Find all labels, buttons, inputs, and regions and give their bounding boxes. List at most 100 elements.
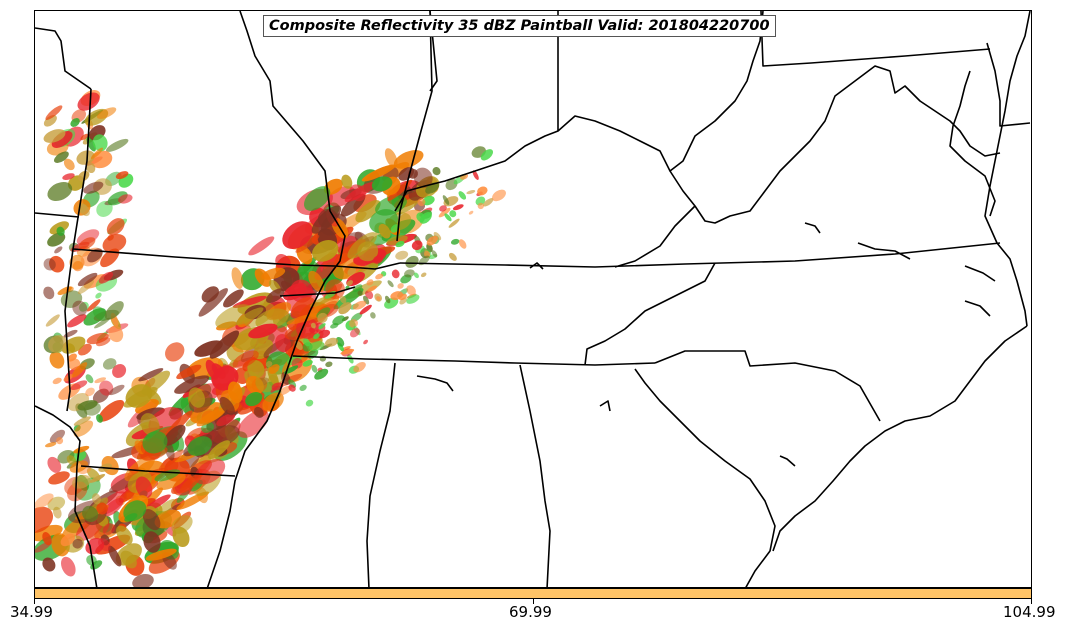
- reflectivity-blob: [448, 252, 457, 261]
- reflectivity-blob: [330, 323, 339, 329]
- coastline: [772, 325, 1028, 552]
- lake-outline: [964, 265, 996, 282]
- reflectivity-blob: [85, 387, 95, 397]
- reflectivity-blob: [413, 272, 419, 279]
- reflectivity-blob: [265, 361, 273, 368]
- reflectivity-blob: [261, 267, 286, 280]
- reflectivity-blob: [458, 239, 467, 249]
- state-boundary-line: [669, 65, 1001, 224]
- state-boundary-line: [760, 11, 991, 67]
- reflectivity-blob: [367, 285, 378, 292]
- reflectivity-paintball-layer: [35, 90, 506, 587]
- reflectivity-blob: [309, 341, 325, 352]
- reflectivity-blob: [288, 384, 296, 392]
- reflectivity-blob: [138, 368, 164, 382]
- reflectivity-blob: [196, 407, 227, 427]
- reflectivity-blob: [355, 200, 381, 223]
- reflectivity-blob: [303, 338, 311, 347]
- reflectivity-blob: [339, 295, 347, 304]
- reflectivity-blob: [452, 204, 464, 211]
- reflectivity-blob: [395, 250, 409, 260]
- reflectivity-blob: [333, 288, 364, 310]
- reflectivity-blob: [100, 248, 120, 268]
- reflectivity-blob: [444, 213, 452, 222]
- reflectivity-blob: [431, 250, 438, 258]
- state-boundary-line: [614, 205, 696, 268]
- reflectivity-blob: [123, 386, 158, 408]
- reflectivity-blob: [132, 573, 154, 587]
- colorbar-tick-label-max: 104.99: [1003, 603, 1056, 621]
- reflectivity-blob: [347, 267, 357, 276]
- reflectivity-blob: [43, 258, 56, 271]
- reflectivity-blob: [102, 358, 117, 370]
- reflectivity-blob: [384, 148, 398, 168]
- reflectivity-blob: [372, 255, 384, 264]
- reflectivity-blob: [391, 269, 400, 279]
- reflectivity-blob: [340, 348, 355, 355]
- reflectivity-blob: [69, 254, 85, 270]
- reflectivity-blob: [108, 545, 122, 567]
- reflectivity-blob: [176, 491, 209, 510]
- state-boundary-line: [654, 350, 881, 422]
- coastline: [984, 11, 1031, 327]
- reflectivity-blob: [145, 548, 177, 561]
- reflectivity-blob: [312, 240, 339, 262]
- reflectivity-blob: [216, 413, 236, 427]
- reflectivity-blob: [78, 237, 96, 250]
- reflectivity-blob: [262, 392, 284, 412]
- reflectivity-blob: [299, 384, 307, 391]
- lake-outline: [779, 455, 796, 467]
- reflectivity-blob: [66, 343, 76, 353]
- reflectivity-blob: [232, 350, 259, 369]
- reflectivity-blob: [397, 283, 404, 289]
- lake-outline: [857, 242, 911, 260]
- reflectivity-blob: [47, 232, 66, 247]
- reflectivity-blob: [305, 399, 314, 407]
- reflectivity-blob: [492, 189, 506, 202]
- reflectivity-blob: [468, 210, 474, 215]
- reflectivity-blob: [309, 327, 316, 334]
- reflectivity-blob: [426, 235, 438, 246]
- reflectivity-blob: [116, 525, 133, 545]
- reflectivity-blob: [176, 364, 202, 380]
- reflectivity-blob: [483, 198, 494, 207]
- reflectivity-blob: [448, 218, 460, 228]
- reflectivity-blob: [311, 205, 342, 234]
- reflectivity-blob: [48, 335, 68, 353]
- state-boundary-line: [72, 248, 401, 270]
- reflectivity-blob: [420, 272, 427, 278]
- map-canvas: [35, 11, 1031, 587]
- reflectivity-blob: [142, 431, 168, 454]
- reflectivity-blob: [248, 236, 275, 256]
- reflectivity-blob: [76, 150, 95, 165]
- reflectivity-blob: [282, 221, 313, 250]
- reflectivity-blob: [284, 365, 299, 374]
- reflectivity-blob: [102, 497, 124, 517]
- lake-outline: [964, 300, 991, 317]
- reflectivity-blob: [302, 359, 313, 367]
- reflectivity-blob: [60, 533, 75, 547]
- state-boundary-line: [399, 242, 1001, 268]
- reflectivity-blob: [35, 493, 54, 509]
- reflectivity-blob: [105, 138, 129, 152]
- reflectivity-blob: [317, 312, 328, 323]
- reflectivity-blob: [366, 279, 374, 286]
- reflectivity-blob: [140, 413, 160, 436]
- reflectivity-blob: [51, 131, 73, 148]
- reflectivity-blob: [73, 420, 94, 437]
- reflectivity-blob: [270, 385, 279, 393]
- reflectivity-blob: [89, 473, 106, 483]
- state-boundary-line: [986, 42, 1031, 127]
- reflectivity-blob: [62, 173, 75, 180]
- reflectivity-blob: [174, 375, 210, 394]
- reflectivity-blob: [419, 212, 432, 224]
- ohio-river-line: [394, 11, 764, 212]
- reflectivity-blob: [398, 293, 407, 301]
- map-panel: [34, 10, 1032, 588]
- reflectivity-blob: [45, 105, 63, 120]
- reflectivity-blob: [332, 315, 345, 326]
- reflectivity-blob: [115, 171, 129, 180]
- reflectivity-blob: [438, 207, 451, 218]
- reflectivity-blob: [318, 323, 326, 330]
- reflectivity-blob: [359, 304, 372, 315]
